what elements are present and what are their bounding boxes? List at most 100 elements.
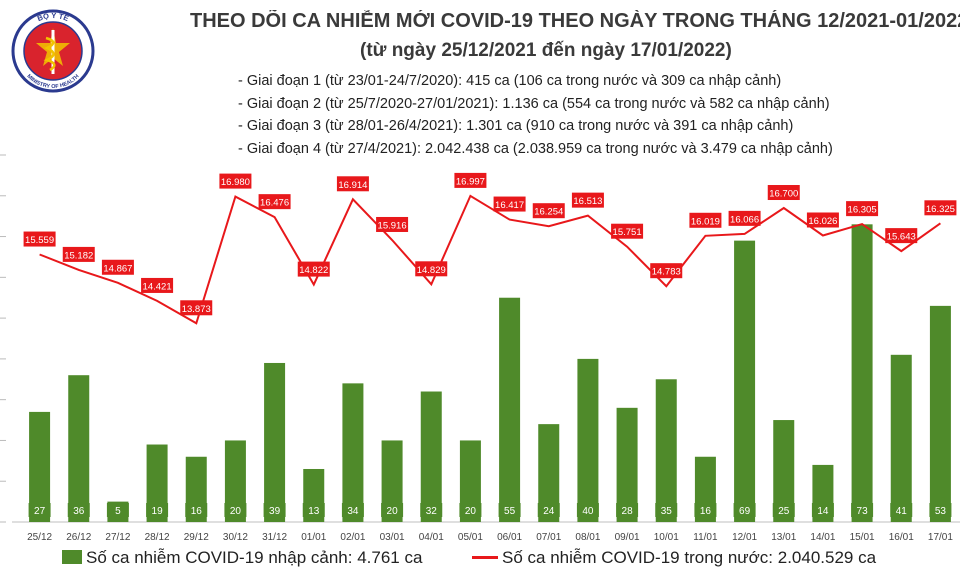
phase-summary-item: - Giai đoạn 1 (từ 23/01-24/7/2020): 415 …: [238, 73, 782, 89]
line-value-label-bg: [846, 201, 879, 217]
x-tick-label: 16/01: [889, 532, 914, 543]
bar-value-label: 32: [426, 506, 438, 517]
bar-value-label: 27: [34, 506, 46, 517]
x-tick-label: 30/12: [223, 532, 248, 543]
bar: [655, 379, 677, 522]
bar-value-label: 25: [778, 506, 790, 517]
bar: [499, 297, 521, 522]
phase-summary-item: - Giai đoạn 4 (từ 27/4/2021): 2.042.438 …: [238, 140, 833, 157]
line-value-label: 14.421: [143, 281, 172, 292]
line-value-label: 15.916: [378, 220, 407, 231]
x-tick-label: 02/01: [340, 532, 365, 543]
x-tick-label: 15/01: [850, 532, 875, 543]
line-value-label: 14.867: [103, 263, 132, 274]
bar: [68, 375, 90, 522]
bar: [381, 440, 403, 522]
bar-value-label-bg: [224, 503, 247, 517]
x-tick-label: 12/01: [732, 532, 757, 543]
bar: [851, 224, 873, 523]
bar: [264, 362, 286, 522]
line-value-label: 15.559: [25, 235, 54, 246]
line-value-label-bg: [376, 216, 409, 232]
line-value-label-bg: [180, 300, 213, 316]
phase-summary-list: - Giai đoạn 1 (từ 23/01-24/7/2020): 415 …: [238, 70, 833, 160]
legend-bar-swatch: [62, 550, 82, 564]
line-value-label-bg: [493, 196, 526, 212]
bar: [773, 420, 795, 522]
bar-value-label-bg: [537, 503, 560, 517]
bar-value-label-bg: [28, 503, 51, 517]
bar: [342, 383, 364, 522]
line-value-label: 16.325: [926, 204, 955, 215]
line-value-label: 16.997: [456, 176, 485, 187]
line-value-label-bg: [336, 176, 369, 192]
x-tick-label: 10/01: [654, 532, 679, 543]
bar-value-label: 20: [387, 506, 399, 517]
bar-value-label: 40: [582, 506, 594, 517]
bar: [146, 444, 168, 522]
line-value-label-bg: [689, 212, 722, 228]
line-value-label: 16.305: [848, 205, 877, 216]
x-tick-label: 28/12: [145, 532, 170, 543]
bar: [538, 424, 560, 522]
line-value-label-bg: [532, 203, 565, 219]
x-tick-label: 09/01: [615, 532, 640, 543]
bar-value-label-bg: [890, 503, 913, 517]
line-value-label: 16.417: [495, 200, 524, 211]
bar-value-label-bg: [67, 503, 90, 517]
bar-value-label: 24: [543, 506, 555, 517]
bar: [420, 391, 442, 522]
svg-text:BỘ Y TẾ: BỘ Y TẾ: [36, 11, 70, 23]
bar-value-label-bg: [302, 503, 325, 517]
bar-value-label: 53: [935, 506, 947, 517]
line-value-label: 13.873: [182, 304, 211, 315]
line-value-label-bg: [258, 194, 291, 210]
bar-value-label: 28: [622, 506, 634, 517]
x-tick-label: 27/12: [105, 532, 130, 543]
x-tick-label: 13/01: [771, 532, 796, 543]
line-value-label-bg: [806, 212, 839, 228]
bar-value-label: 34: [347, 506, 359, 517]
line-value-label-bg: [924, 200, 957, 216]
line-value-label-bg: [219, 173, 252, 189]
bar: [929, 305, 951, 522]
line-value-label-bg: [101, 259, 134, 275]
bar-value-label-bg: [498, 503, 521, 517]
x-tick-label: 05/01: [458, 532, 483, 543]
line-value-label: 16.700: [769, 189, 798, 200]
x-tick-label: 31/12: [262, 532, 287, 543]
bar-value-label-bg: [106, 503, 129, 517]
line-value-label-bg: [141, 277, 174, 293]
bar-value-label-bg: [694, 503, 717, 517]
line-value-label: 15.751: [613, 227, 642, 238]
x-tick-label: 04/01: [419, 532, 444, 543]
bar-value-label-bg: [616, 503, 639, 517]
phase-summary-item: - Giai đoạn 2 (từ 25/7/2020-27/01/2021):…: [238, 95, 830, 112]
bar: [224, 440, 246, 522]
line-value-label: 16.914: [338, 180, 367, 191]
bar-value-label-bg: [655, 503, 678, 517]
x-tick-label: 26/12: [66, 532, 91, 543]
bar-value-label-bg: [185, 503, 208, 517]
line-value-label: 16.980: [221, 177, 250, 188]
line-value-label: 14.822: [299, 265, 328, 276]
bar: [577, 358, 599, 522]
x-tick-label: 25/12: [27, 532, 52, 543]
line-value-label-bg: [728, 210, 761, 226]
legend-line-label: Số ca nhiễm COVID-19 trong nước: 2.040.5…: [502, 548, 877, 567]
bar-value-label: 13: [308, 506, 320, 517]
line-value-label-bg: [297, 261, 330, 277]
line-value-label: 16.066: [730, 214, 759, 225]
bar-value-label: 73: [857, 506, 869, 517]
chart-title: THEO DÕI CA NHIỄM MỚI COVID-19 THEO NGÀY…: [190, 10, 960, 32]
line-value-label-bg: [650, 263, 683, 279]
line-value-label: 14.783: [652, 267, 681, 278]
ministry-of-health-logo: BỘ Y TẾ MINISTRY OF HEALTH: [11, 9, 95, 93]
legend-bar-label: Số ca nhiễm COVID-19 nhập cảnh: 4.761 ca: [86, 548, 423, 567]
line-value-label-bg: [885, 228, 918, 244]
bar-value-label-bg: [381, 503, 404, 517]
bar-value-label-bg: [733, 503, 756, 517]
bar-value-label: 20: [230, 506, 242, 517]
bar-value-label: 14: [817, 506, 829, 517]
